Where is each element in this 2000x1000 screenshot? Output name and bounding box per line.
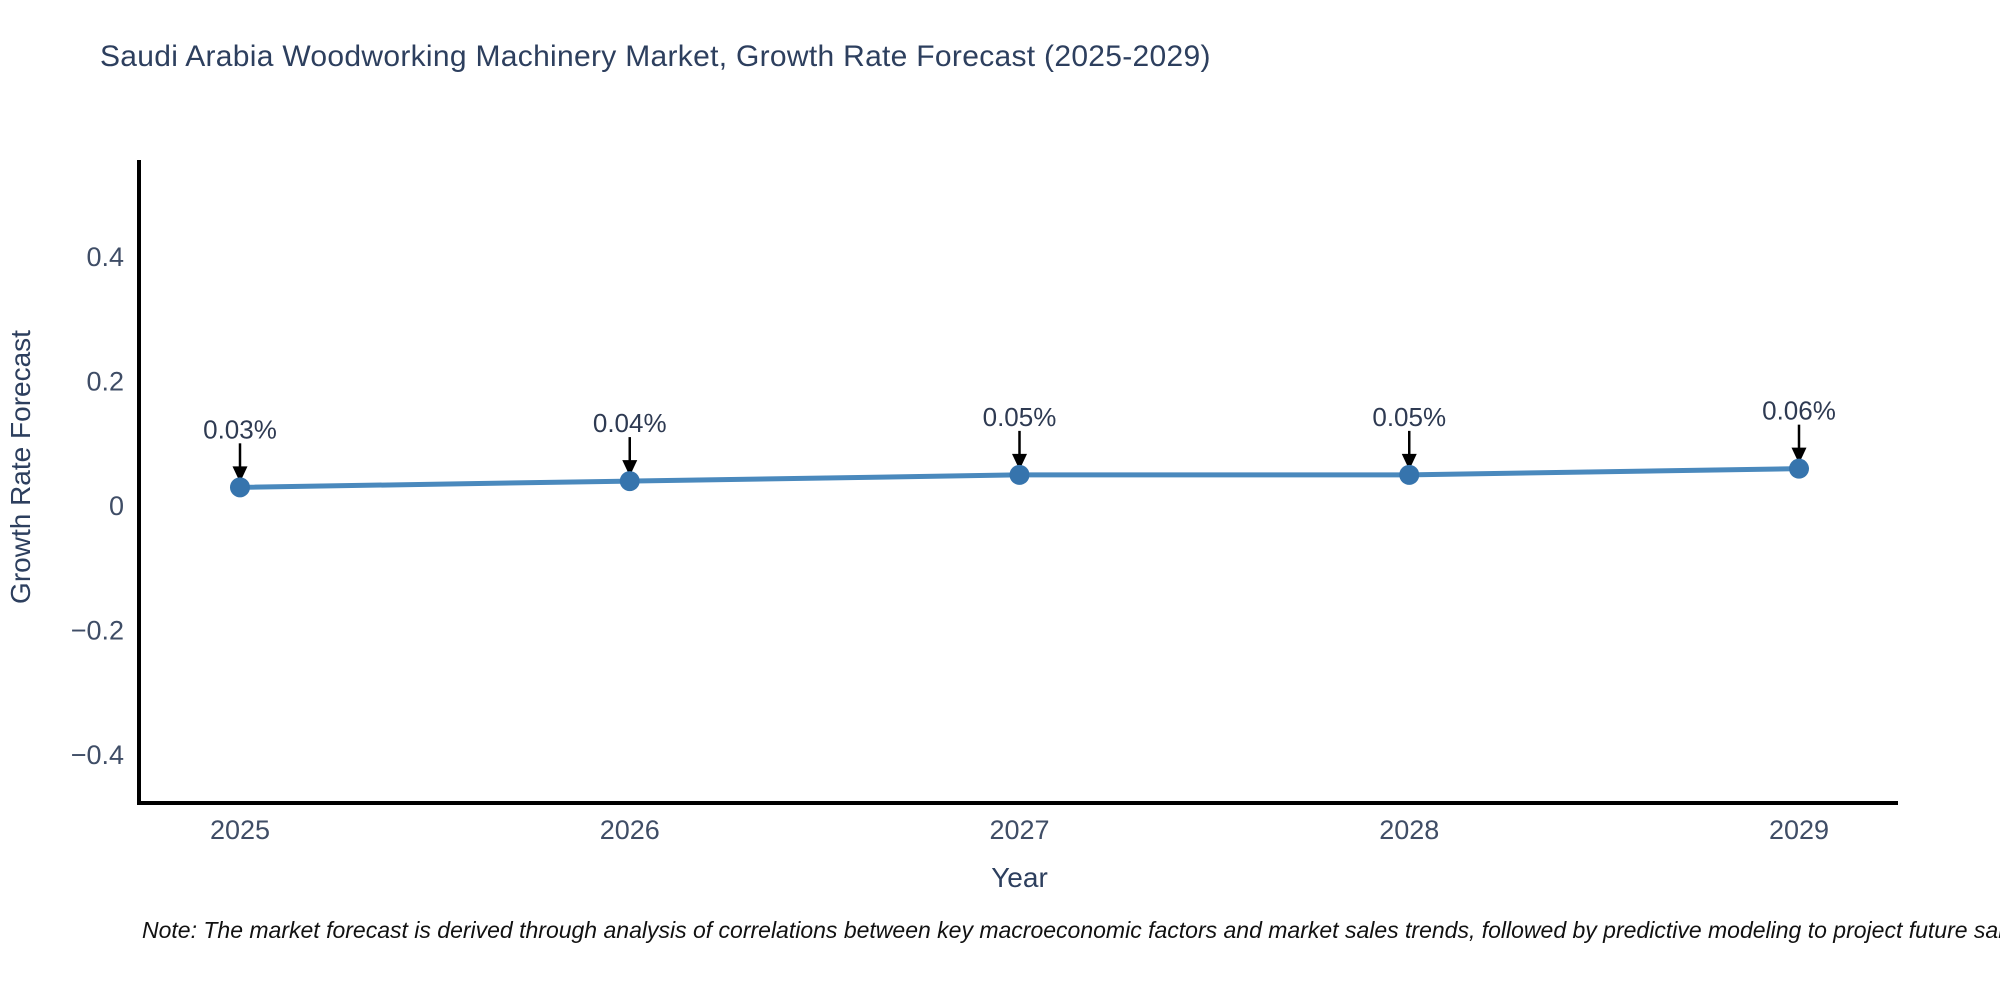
- point-annotation-label: 0.06%: [1762, 396, 1836, 426]
- y-tick-label: 0.4: [86, 242, 124, 272]
- annotation-arrowhead-icon: [1401, 453, 1417, 470]
- chart-title: Saudi Arabia Woodworking Machinery Marke…: [100, 40, 1211, 73]
- point-annotation-label: 0.05%: [1372, 402, 1446, 432]
- data-point: [1789, 458, 1809, 479]
- annotation-arrowhead-icon: [1791, 447, 1807, 464]
- y-tick-label: 0.2: [86, 367, 124, 397]
- x-tick-label: 2027: [989, 815, 1049, 845]
- x-tick-label: 2026: [600, 815, 660, 845]
- data-point: [1399, 464, 1420, 485]
- annotation-arrowhead-icon: [622, 460, 638, 477]
- y-tick-label: 0: [109, 491, 124, 521]
- y-tick-label: −0.4: [71, 740, 124, 770]
- annotation-arrowhead-icon: [1012, 453, 1027, 470]
- x-tick-label: 2028: [1379, 815, 1439, 845]
- point-annotation-label: 0.05%: [983, 402, 1057, 432]
- footnote: Note: The market forecast is derived thr…: [142, 917, 2000, 943]
- x-axis-title: Year: [991, 862, 1048, 893]
- x-tick-label: 2029: [1769, 815, 1829, 845]
- y-axis-title: Growth Rate Forecast: [5, 330, 36, 604]
- point-annotation-label: 0.03%: [203, 414, 277, 444]
- x-tick-label: 2025: [210, 815, 270, 845]
- y-tick-label: −0.2: [71, 616, 124, 646]
- data-point: [230, 477, 250, 498]
- data-point: [619, 471, 640, 492]
- point-annotation-label: 0.04%: [593, 408, 667, 438]
- annotation-arrowhead-icon: [232, 466, 248, 483]
- data-point: [1009, 464, 1030, 485]
